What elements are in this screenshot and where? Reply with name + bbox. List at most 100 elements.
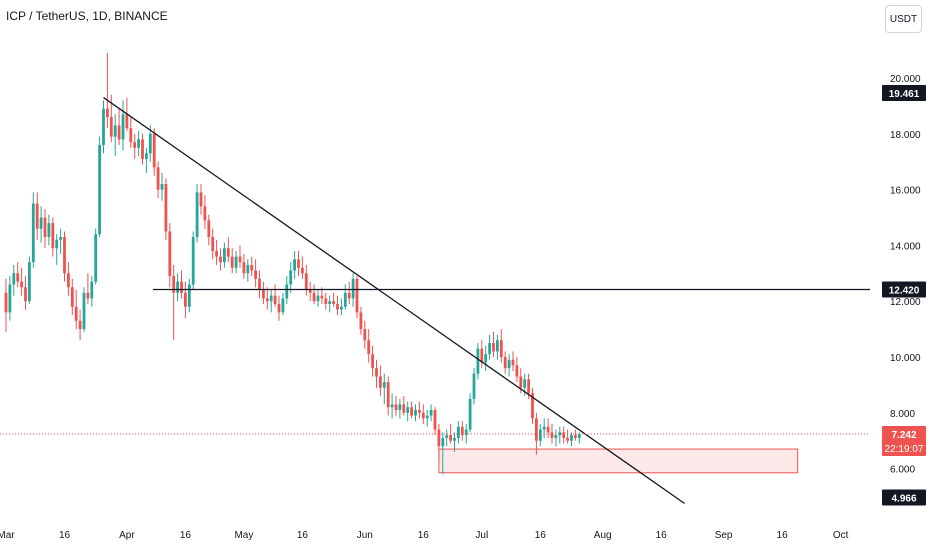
candle-body [402, 404, 406, 413]
candle-body [538, 429, 542, 441]
candle-body [234, 256, 238, 268]
candle-body [187, 284, 191, 307]
candle-body [70, 287, 74, 307]
currency-button[interactable]: USDT [885, 5, 922, 33]
candle-body [90, 281, 94, 299]
candle-body [47, 223, 51, 238]
candle-body [343, 292, 347, 307]
chart-title: ICP / TetherUS, 1D, BINANCE [6, 9, 168, 23]
price-badge-label: 7.242 [891, 430, 916, 441]
candle-body [468, 398, 472, 430]
candle-body [125, 114, 129, 129]
candle-body [480, 348, 484, 363]
price-badge [882, 425, 926, 456]
candle-body [35, 203, 39, 229]
price-badge-label: 19.461 [889, 89, 920, 100]
x-tick-label: Aug [594, 530, 612, 541]
candle-body [519, 376, 523, 388]
candle-body [511, 359, 515, 366]
candle-body [67, 273, 70, 288]
candle-body [141, 139, 144, 159]
candle-body [421, 412, 425, 419]
x-tick-label: Jun [357, 530, 373, 541]
candle-body [109, 117, 113, 137]
candle-body [371, 354, 374, 369]
candle-body [457, 426, 460, 438]
candle-body [199, 192, 203, 207]
candle-body [301, 267, 304, 274]
x-tick-label: Oct [833, 530, 849, 541]
candle-body [406, 407, 410, 413]
candle-body [312, 292, 316, 302]
candle-body [574, 435, 577, 438]
candle-body [230, 256, 234, 268]
candle-body [441, 437, 445, 447]
countdown-label: 22:19:07 [885, 444, 924, 455]
candle-body [507, 359, 511, 369]
candle-body [137, 139, 140, 148]
y-tick-label: 10.000 [890, 353, 921, 364]
candle-body [238, 256, 242, 263]
candle-body [429, 410, 433, 416]
candle-body [316, 295, 320, 302]
candle-body [176, 281, 179, 293]
candle-body [472, 373, 476, 399]
candle-body [324, 298, 328, 304]
candle-body [476, 348, 480, 374]
candle-body [359, 312, 363, 330]
candle-body [554, 435, 558, 438]
price-badge [882, 489, 926, 506]
trendline[interactable] [103, 96, 685, 505]
candle-body [195, 192, 199, 238]
candle-body [102, 108, 105, 145]
candle-body [113, 125, 117, 137]
candle-body [320, 295, 324, 299]
candle-body [562, 432, 566, 438]
candle-body [535, 418, 538, 441]
y-tick-label: 16.000 [890, 186, 921, 197]
candle-body [398, 404, 402, 411]
candle-body [433, 410, 437, 430]
candle-body [265, 298, 269, 302]
candle-body [351, 278, 355, 299]
candle-body [445, 435, 449, 438]
candle-body [304, 273, 308, 291]
y-tick-label: 8.000 [890, 409, 915, 420]
candle-body [269, 295, 273, 302]
candle-body [488, 343, 491, 355]
candle-body [98, 144, 101, 235]
candle-body [4, 292, 8, 313]
candle-body [262, 290, 265, 299]
x-tick-label: May [234, 530, 253, 541]
candle-body [59, 237, 62, 240]
candle-body [117, 125, 121, 140]
candle-body [246, 264, 250, 274]
candle-body [273, 295, 277, 304]
support-zone[interactable] [438, 448, 799, 474]
candle-body [289, 270, 293, 285]
candle-body [347, 292, 351, 299]
candle-body [449, 435, 452, 441]
candle-body [207, 220, 211, 238]
candle-body [390, 404, 394, 408]
candle-body [367, 340, 371, 355]
candle-body [375, 368, 378, 377]
candle-body [86, 292, 90, 299]
x-tick-label: 16 [59, 530, 71, 541]
candle-body [215, 250, 218, 257]
candle-body [43, 217, 47, 238]
y-tick-label: 20.000 [890, 74, 921, 85]
x-tick-label: 16 [297, 530, 309, 541]
candle-body [28, 262, 31, 302]
candle-body [94, 234, 98, 282]
y-tick-label: 12.000 [890, 297, 921, 308]
candle-body [285, 284, 289, 299]
candle-body [219, 256, 222, 263]
candle-body [542, 426, 546, 430]
candle-body [523, 379, 527, 388]
candle-body [437, 429, 441, 447]
candle-body [297, 259, 300, 268]
candle-body [453, 437, 456, 441]
candle-body [12, 273, 16, 285]
